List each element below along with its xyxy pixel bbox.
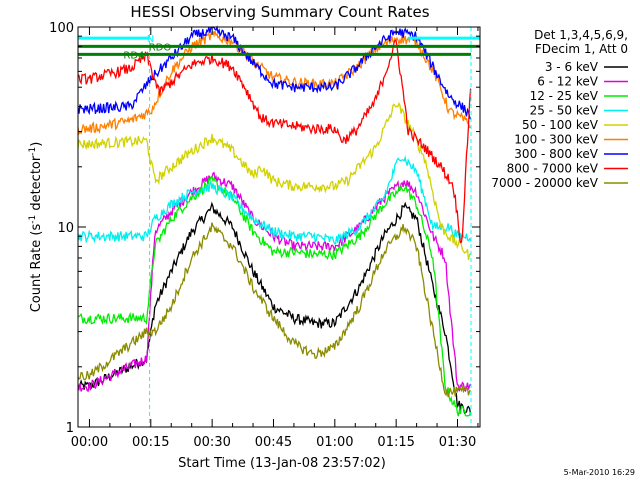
x-tick-label: 00:00 — [71, 435, 108, 450]
marker-layer — [149, 27, 472, 427]
y-label-part2: detector — [29, 155, 44, 215]
legend-entry-label: 100 - 300 keV — [514, 133, 598, 147]
y-tick-label: 1 — [66, 421, 74, 436]
y-tick-label: 10 — [57, 221, 74, 236]
series-layer — [77, 25, 472, 417]
legend-header-line2: FDecim 1, Att 0 — [535, 42, 628, 56]
legend-entry-label: 800 - 7000 keV — [507, 162, 599, 176]
legend: Det 1,3,4,5,6,9, FDecim 1, Att 0 3 - 6 k… — [491, 28, 628, 190]
flag-label: N — [147, 34, 154, 45]
x-tick-label: 00:15 — [132, 435, 169, 450]
y-axis-label: Count Rate (s-1 detector-1) — [28, 142, 44, 313]
y-label-part3: ) — [29, 142, 44, 147]
legend-entry-label: 6 - 12 keV — [537, 75, 599, 89]
series-line — [77, 30, 471, 136]
x-axis-label: Start Time (13-Jan-08 23:57:02) — [178, 456, 386, 471]
series-line — [77, 25, 472, 120]
series-line — [77, 39, 472, 244]
legend-entry-label: 50 - 100 keV — [522, 118, 599, 132]
series-line — [77, 175, 472, 417]
y-label-part1: Count Rate (s — [29, 224, 44, 313]
flag-label: RD4 — [123, 50, 144, 61]
legend-entry-label: 25 - 50 keV — [530, 104, 599, 118]
date-stamp: 5-Mar-2010 16:29 — [564, 468, 635, 477]
series-line — [77, 171, 472, 393]
legend-entry-label: 3 - 6 keV — [545, 60, 599, 74]
chart-title: HESSI Observing Summary Count Rates — [130, 3, 429, 21]
legend-entry-label: 300 - 800 keV — [514, 147, 598, 161]
series-line — [77, 222, 471, 398]
x-tick-label: 00:45 — [255, 435, 292, 450]
legend-entry-label: 12 - 25 keV — [530, 89, 599, 103]
y-label-sup2: -1 — [28, 147, 38, 156]
legend-header-line1: Det 1,3,4,5,6,9, — [534, 28, 628, 42]
x-tick-label: 01:30 — [439, 435, 476, 450]
y-tick-label: 100 — [49, 21, 74, 36]
legend-entry-label: 7000 - 20000 keV — [491, 176, 598, 190]
series-line — [77, 201, 472, 415]
series-line — [77, 155, 472, 245]
x-tick-label: 01:00 — [316, 435, 353, 450]
y-label-sup1: -1 — [28, 215, 38, 224]
flag-label: RDO — [149, 42, 172, 53]
x-tick-label: 00:30 — [193, 435, 230, 450]
series-line — [77, 101, 472, 261]
x-tick-label: 01:15 — [377, 435, 414, 450]
tick-layer: 00:00 00:15 00:30 00:45 01:00 01:15 01:30 1 10 10… — [49, 21, 480, 450]
